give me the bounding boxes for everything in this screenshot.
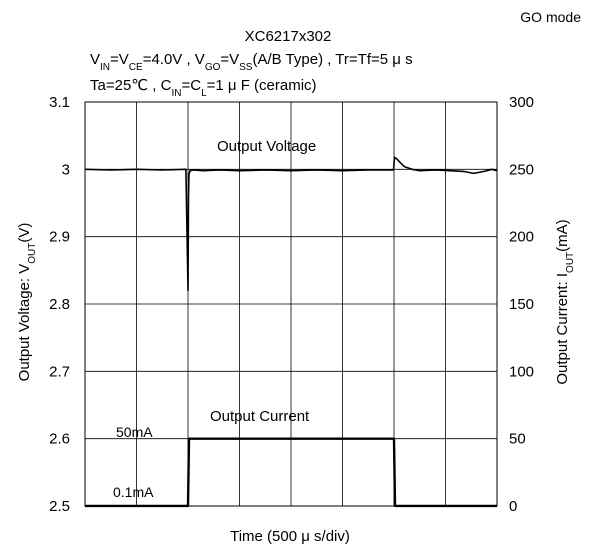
right-tick-label: 150	[509, 296, 534, 313]
series-layer	[84, 156, 498, 508]
high-current-level-label: 50mA	[116, 424, 153, 440]
chart-title-line3: Ta=25℃ , CIN=CL=1 μ F (ceramic)	[90, 77, 317, 99]
left-axis-ticks: 2.5 2.6 2.7 2.8 2.9 3 3.1	[49, 94, 70, 515]
plot-frame	[84, 101, 498, 507]
left-tick-label: 2.6	[49, 431, 70, 448]
right-tick-label: 50	[509, 431, 526, 448]
left-tick-label: 3.1	[49, 94, 70, 111]
right-tick-label: 0	[509, 498, 517, 515]
left-tick-label: 2.9	[49, 229, 70, 246]
x-axis-label: Time (500 μ s/div)	[230, 528, 350, 545]
right-tick-label: 100	[509, 363, 534, 380]
right-tick-label: 300	[509, 94, 534, 111]
right-tick-label: 200	[509, 229, 534, 246]
output-current-line	[85, 437, 497, 508]
left-axis-label: Output Voltage: VOUT(V)	[16, 223, 38, 382]
chart-title-line2: VIN=VCE=4.0V , VGO=VSS(A/B Type) , Tr=Tf…	[90, 51, 413, 73]
chart-title-line1: XC6217x302	[245, 28, 332, 45]
left-tick-label: 2.8	[49, 296, 70, 313]
mode-label: GO mode	[520, 9, 581, 25]
left-tick-label: 2.7	[49, 363, 70, 380]
low-current-level-label: 0.1mA	[113, 484, 154, 500]
left-tick-label: 2.5	[49, 498, 70, 515]
output-current-annotation: Output Current	[210, 408, 310, 425]
grid	[85, 102, 497, 506]
right-axis-label: Output Current: IOUT(mA)	[554, 219, 576, 384]
left-tick-label: 3	[62, 161, 70, 178]
output-voltage-annotation: Output Voltage	[217, 138, 316, 155]
right-axis-ticks: 0 50 100 150 200 250 300	[509, 94, 534, 515]
output-voltage-line	[84, 156, 498, 292]
right-tick-label: 250	[509, 161, 534, 178]
